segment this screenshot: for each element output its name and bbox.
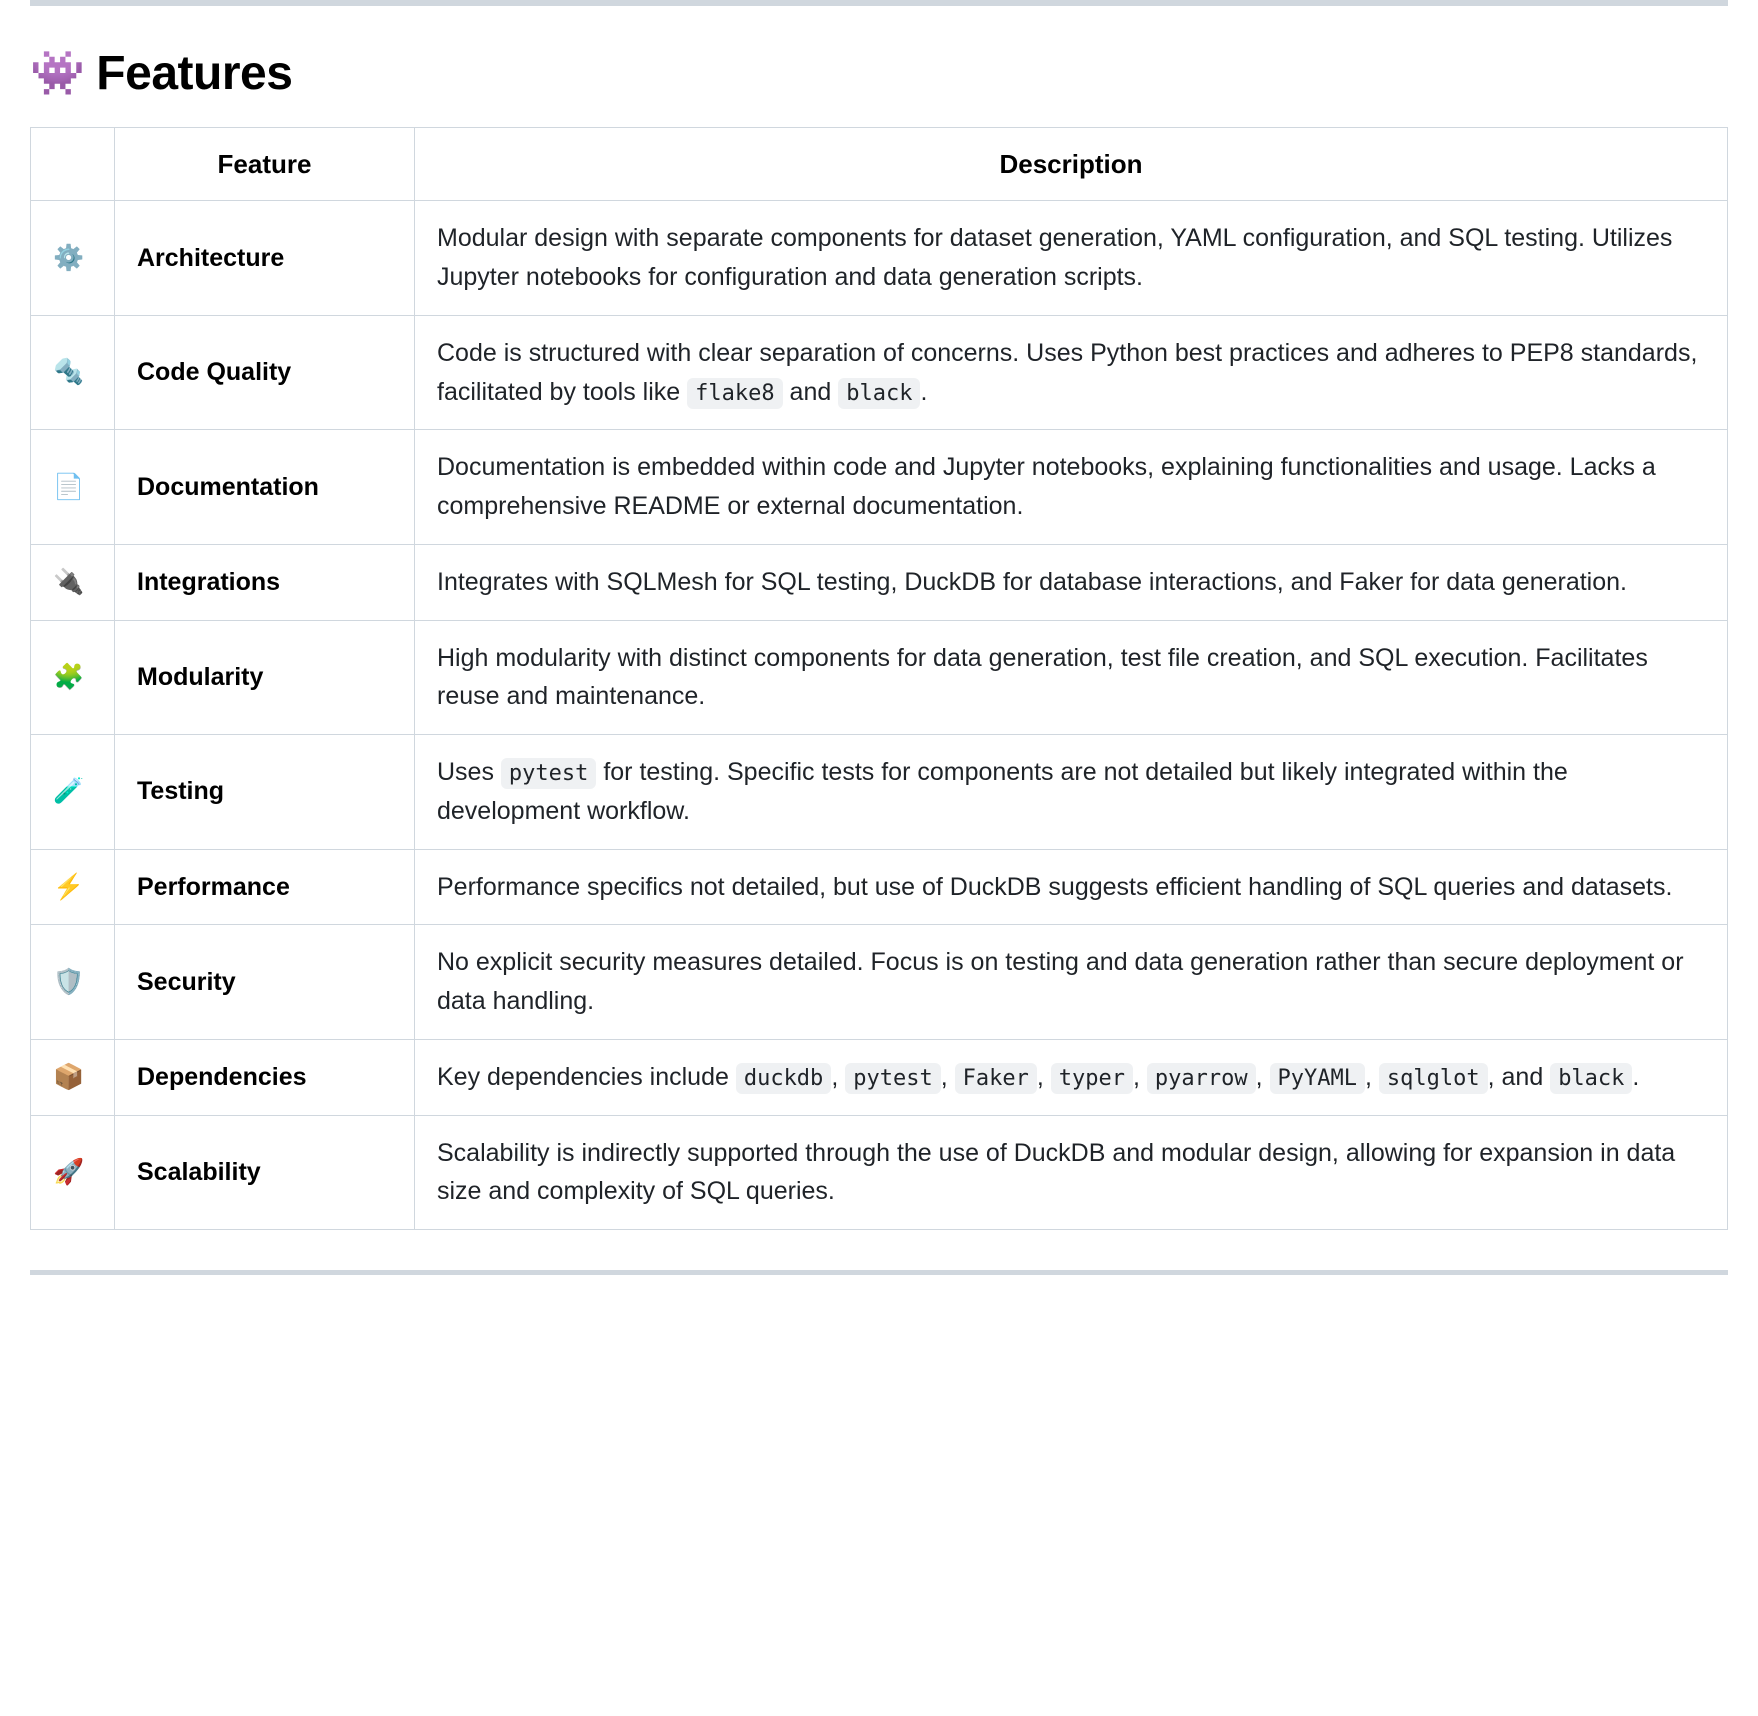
table-row: 🔌Integrations Integrates with SQLMesh for… xyxy=(31,544,1728,620)
section-heading: 👾 Features xyxy=(30,46,1728,101)
inline-code: typer xyxy=(1051,1063,1133,1094)
inline-code: Faker xyxy=(955,1063,1037,1094)
table-row: 🔩Code Quality Code is structured with cle… xyxy=(31,315,1728,430)
description-text: and xyxy=(783,378,839,406)
feature-description: Code is structured with clear separation… xyxy=(415,315,1728,430)
description-text: No explicit security measures detailed. … xyxy=(437,948,1684,1015)
description-text: for testing. Specific tests for componen… xyxy=(437,758,1568,825)
feature-icon: ⚡️ xyxy=(31,849,115,925)
features-table: Feature Description ⚙️Architecture Modula… xyxy=(30,127,1728,1230)
table-row: 📄Documentation Documentation is embedded … xyxy=(31,430,1728,545)
table-row: ⚡️Performance Performance specifics not d… xyxy=(31,849,1728,925)
inline-code: sqlglot xyxy=(1379,1063,1488,1094)
table-row: 🚀Scalability Scalability is indirectly su… xyxy=(31,1115,1728,1230)
feature-icon: 🔌 xyxy=(31,544,115,620)
feature-name: Integrations xyxy=(115,544,415,620)
description-text: , xyxy=(941,1063,955,1091)
table-row: 🛡️Security No explicit security measures … xyxy=(31,925,1728,1040)
col-header-description: Description xyxy=(415,128,1728,201)
feature-name: Performance xyxy=(115,849,415,925)
inline-code: flake8 xyxy=(687,378,782,409)
col-header-icon xyxy=(31,128,115,201)
table-row: 🧩Modularity High modularity with distinct… xyxy=(31,620,1728,735)
top-divider xyxy=(30,0,1728,6)
feature-icon: 🛡️ xyxy=(31,925,115,1040)
inline-code: black xyxy=(1550,1063,1632,1094)
description-text: Performance specifics not detailed, but … xyxy=(437,873,1672,901)
feature-name: Code Quality xyxy=(115,315,415,430)
feature-name: Architecture xyxy=(115,201,415,316)
inline-code: duckdb xyxy=(736,1063,831,1094)
feature-description: No explicit security measures detailed. … xyxy=(415,925,1728,1040)
feature-name: Testing xyxy=(115,735,415,850)
bottom-divider xyxy=(30,1270,1728,1275)
table-row: ⚙️Architecture Modular design with separa… xyxy=(31,201,1728,316)
feature-name: Modularity xyxy=(115,620,415,735)
feature-description: Performance specifics not detailed, but … xyxy=(415,849,1728,925)
table-header-row: Feature Description xyxy=(31,128,1728,201)
inline-code: pytest xyxy=(501,758,596,789)
feature-icon: 🧪 xyxy=(31,735,115,850)
description-text: Code is structured with clear separation… xyxy=(437,339,1697,406)
inline-code: PyYAML xyxy=(1270,1063,1365,1094)
description-text: , xyxy=(1037,1063,1051,1091)
description-text: . xyxy=(920,378,927,406)
feature-icon: ⚙️ xyxy=(31,201,115,316)
feature-description: Scalability is indirectly supported thro… xyxy=(415,1115,1728,1230)
feature-icon: 📄 xyxy=(31,430,115,545)
col-header-feature: Feature xyxy=(115,128,415,201)
feature-description: Modular design with separate components … xyxy=(415,201,1728,316)
description-text: High modularity with distinct components… xyxy=(437,644,1648,711)
feature-name: Dependencies xyxy=(115,1039,415,1115)
description-text: , xyxy=(831,1063,845,1091)
description-text: , and xyxy=(1488,1063,1551,1091)
inline-code: black xyxy=(838,378,920,409)
heading-emoji-icon: 👾 xyxy=(30,52,84,96)
table-row: 📦DependenciesKey dependencies include du… xyxy=(31,1039,1728,1115)
feature-description: Integrates with SQLMesh for SQL testing,… xyxy=(415,544,1728,620)
description-text: , xyxy=(1133,1063,1147,1091)
description-text: Scalability is indirectly supported thro… xyxy=(437,1139,1675,1206)
feature-icon: 🔩 xyxy=(31,315,115,430)
feature-icon: 🧩 xyxy=(31,620,115,735)
description-text: Uses xyxy=(437,758,501,786)
feature-name: Documentation xyxy=(115,430,415,545)
feature-name: Security xyxy=(115,925,415,1040)
description-text: Documentation is embedded within code an… xyxy=(437,453,1656,520)
table-row: 🧪TestingUses pytest for testing. Specifi… xyxy=(31,735,1728,850)
inline-code: pyarrow xyxy=(1147,1063,1256,1094)
description-text: Modular design with separate components … xyxy=(437,224,1672,291)
page-container: 👾 Features Feature Description ⚙️Archite… xyxy=(0,0,1758,1305)
description-text: Key dependencies include xyxy=(437,1063,736,1091)
feature-name: Scalability xyxy=(115,1115,415,1230)
heading-title: Features xyxy=(96,46,292,101)
description-text: Integrates with SQLMesh for SQL testing,… xyxy=(437,568,1627,596)
inline-code: pytest xyxy=(845,1063,940,1094)
description-text: , xyxy=(1256,1063,1270,1091)
feature-description: Uses pytest for testing. Specific tests … xyxy=(415,735,1728,850)
feature-icon: 🚀 xyxy=(31,1115,115,1230)
description-text: . xyxy=(1632,1063,1639,1091)
feature-description: Key dependencies include duckdb, pytest,… xyxy=(415,1039,1728,1115)
feature-icon: 📦 xyxy=(31,1039,115,1115)
feature-description: Documentation is embedded within code an… xyxy=(415,430,1728,545)
feature-description: High modularity with distinct components… xyxy=(415,620,1728,735)
description-text: , xyxy=(1365,1063,1379,1091)
